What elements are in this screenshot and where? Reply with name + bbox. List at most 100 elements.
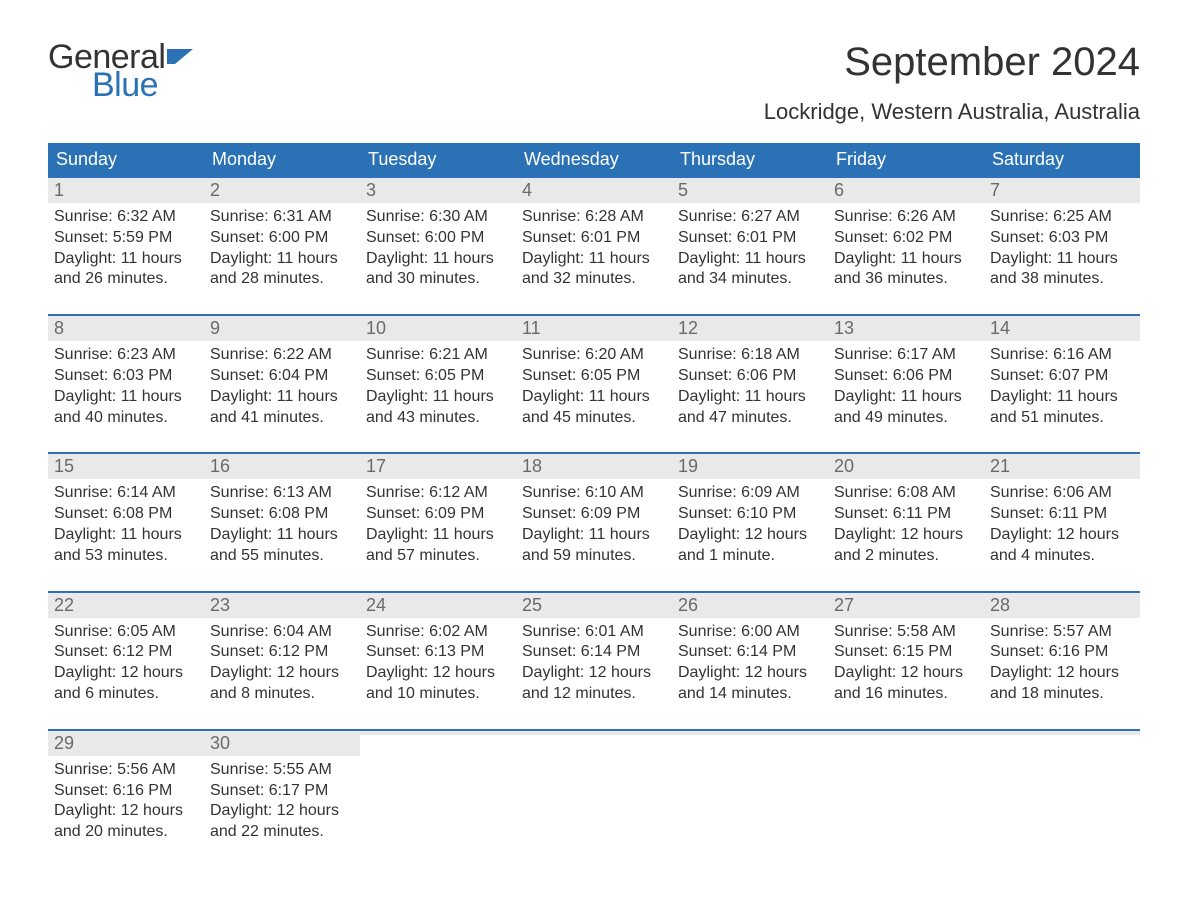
day-sunrise: Sunrise: 6:06 AM	[990, 483, 1134, 504]
day-body	[828, 735, 984, 743]
brand-logo: General Blue	[48, 40, 197, 102]
day-number: 3	[360, 178, 516, 203]
col-wednesday: Wednesday	[516, 143, 672, 178]
day-sunset: Sunset: 6:16 PM	[54, 781, 198, 802]
day-dl1: Daylight: 11 hours	[210, 387, 354, 408]
day-body: Sunrise: 6:12 AMSunset: 6:09 PMDaylight:…	[360, 479, 516, 570]
day-cell: 25Sunrise: 6:01 AMSunset: 6:14 PMDayligh…	[516, 593, 672, 709]
week-row: 29Sunrise: 5:56 AMSunset: 6:16 PMDayligh…	[48, 729, 1140, 847]
day-sunrise: Sunrise: 6:28 AM	[522, 207, 666, 228]
day-sunrise: Sunrise: 6:09 AM	[678, 483, 822, 504]
day-dl2: and 40 minutes.	[54, 408, 198, 429]
day-dl2: and 4 minutes.	[990, 546, 1134, 567]
col-sunday: Sunday	[48, 143, 204, 178]
day-number: 16	[204, 454, 360, 479]
day-number: 21	[984, 454, 1140, 479]
day-body: Sunrise: 6:02 AMSunset: 6:13 PMDaylight:…	[360, 618, 516, 709]
day-sunset: Sunset: 6:06 PM	[678, 366, 822, 387]
day-cell: 28Sunrise: 5:57 AMSunset: 6:16 PMDayligh…	[984, 593, 1140, 709]
day-dl2: and 36 minutes.	[834, 269, 978, 290]
day-dl1: Daylight: 11 hours	[522, 249, 666, 270]
day-dl2: and 41 minutes.	[210, 408, 354, 429]
day-body: Sunrise: 5:55 AMSunset: 6:17 PMDaylight:…	[204, 756, 360, 847]
day-body: Sunrise: 6:27 AMSunset: 6:01 PMDaylight:…	[672, 203, 828, 294]
day-dl1: Daylight: 12 hours	[834, 525, 978, 546]
day-cell: 16Sunrise: 6:13 AMSunset: 6:08 PMDayligh…	[204, 454, 360, 570]
day-number: 20	[828, 454, 984, 479]
day-number: 4	[516, 178, 672, 203]
day-sunset: Sunset: 6:04 PM	[210, 366, 354, 387]
day-sunrise: Sunrise: 6:00 AM	[678, 622, 822, 643]
day-dl1: Daylight: 11 hours	[366, 525, 510, 546]
day-sunrise: Sunrise: 6:14 AM	[54, 483, 198, 504]
day-body: Sunrise: 6:17 AMSunset: 6:06 PMDaylight:…	[828, 341, 984, 432]
day-body: Sunrise: 6:20 AMSunset: 6:05 PMDaylight:…	[516, 341, 672, 432]
day-body: Sunrise: 6:22 AMSunset: 6:04 PMDaylight:…	[204, 341, 360, 432]
day-sunset: Sunset: 6:07 PM	[990, 366, 1134, 387]
day-sunset: Sunset: 6:14 PM	[522, 642, 666, 663]
day-cell: 29Sunrise: 5:56 AMSunset: 6:16 PMDayligh…	[48, 731, 204, 847]
day-body: Sunrise: 6:28 AMSunset: 6:01 PMDaylight:…	[516, 203, 672, 294]
day-dl1: Daylight: 12 hours	[54, 663, 198, 684]
day-cell: 23Sunrise: 6:04 AMSunset: 6:12 PMDayligh…	[204, 593, 360, 709]
day-dl2: and 2 minutes.	[834, 546, 978, 567]
day-dl1: Daylight: 11 hours	[54, 249, 198, 270]
day-dl2: and 26 minutes.	[54, 269, 198, 290]
day-body: Sunrise: 6:06 AMSunset: 6:11 PMDaylight:…	[984, 479, 1140, 570]
day-dl2: and 1 minute.	[678, 546, 822, 567]
day-dl1: Daylight: 12 hours	[678, 525, 822, 546]
day-body: Sunrise: 6:21 AMSunset: 6:05 PMDaylight:…	[360, 341, 516, 432]
day-body: Sunrise: 6:31 AMSunset: 6:00 PMDaylight:…	[204, 203, 360, 294]
day-number: 5	[672, 178, 828, 203]
day-sunrise: Sunrise: 6:08 AM	[834, 483, 978, 504]
day-cell: 21Sunrise: 6:06 AMSunset: 6:11 PMDayligh…	[984, 454, 1140, 570]
day-dl2: and 10 minutes.	[366, 684, 510, 705]
day-body: Sunrise: 6:26 AMSunset: 6:02 PMDaylight:…	[828, 203, 984, 294]
day-dl2: and 6 minutes.	[54, 684, 198, 705]
day-body: Sunrise: 6:09 AMSunset: 6:10 PMDaylight:…	[672, 479, 828, 570]
day-number: 17	[360, 454, 516, 479]
day-sunrise: Sunrise: 6:16 AM	[990, 345, 1134, 366]
day-body: Sunrise: 6:01 AMSunset: 6:14 PMDaylight:…	[516, 618, 672, 709]
day-sunset: Sunset: 6:03 PM	[54, 366, 198, 387]
day-cell: 10Sunrise: 6:21 AMSunset: 6:05 PMDayligh…	[360, 316, 516, 432]
day-body: Sunrise: 6:23 AMSunset: 6:03 PMDaylight:…	[48, 341, 204, 432]
day-sunset: Sunset: 6:13 PM	[366, 642, 510, 663]
day-sunrise: Sunrise: 6:12 AM	[366, 483, 510, 504]
day-body: Sunrise: 6:10 AMSunset: 6:09 PMDaylight:…	[516, 479, 672, 570]
day-dl1: Daylight: 11 hours	[834, 249, 978, 270]
day-dl1: Daylight: 12 hours	[366, 663, 510, 684]
day-dl2: and 45 minutes.	[522, 408, 666, 429]
day-number: 27	[828, 593, 984, 618]
day-dl1: Daylight: 12 hours	[834, 663, 978, 684]
day-body: Sunrise: 6:25 AMSunset: 6:03 PMDaylight:…	[984, 203, 1140, 294]
calendar-header-row: Sunday Monday Tuesday Wednesday Thursday…	[48, 143, 1140, 178]
day-sunrise: Sunrise: 6:13 AM	[210, 483, 354, 504]
day-dl2: and 12 minutes.	[522, 684, 666, 705]
day-dl1: Daylight: 11 hours	[210, 249, 354, 270]
day-dl1: Daylight: 12 hours	[522, 663, 666, 684]
day-dl1: Daylight: 11 hours	[366, 249, 510, 270]
day-sunset: Sunset: 6:16 PM	[990, 642, 1134, 663]
day-dl1: Daylight: 11 hours	[54, 387, 198, 408]
title-block: September 2024 Lockridge, Western Austra…	[764, 40, 1140, 135]
day-sunrise: Sunrise: 6:30 AM	[366, 207, 510, 228]
day-sunset: Sunset: 6:00 PM	[366, 228, 510, 249]
day-number: 9	[204, 316, 360, 341]
day-dl1: Daylight: 12 hours	[210, 663, 354, 684]
day-number: 23	[204, 593, 360, 618]
calendar: Sunday Monday Tuesday Wednesday Thursday…	[48, 143, 1140, 847]
day-body: Sunrise: 6:14 AMSunset: 6:08 PMDaylight:…	[48, 479, 204, 570]
day-cell: 8Sunrise: 6:23 AMSunset: 6:03 PMDaylight…	[48, 316, 204, 432]
day-sunrise: Sunrise: 6:18 AM	[678, 345, 822, 366]
day-number: 14	[984, 316, 1140, 341]
day-number: 10	[360, 316, 516, 341]
day-sunrise: Sunrise: 6:26 AM	[834, 207, 978, 228]
day-sunrise: Sunrise: 6:27 AM	[678, 207, 822, 228]
day-dl1: Daylight: 12 hours	[990, 663, 1134, 684]
day-number: 12	[672, 316, 828, 341]
day-sunset: Sunset: 6:09 PM	[366, 504, 510, 525]
day-cell: 20Sunrise: 6:08 AMSunset: 6:11 PMDayligh…	[828, 454, 984, 570]
day-dl1: Daylight: 11 hours	[678, 387, 822, 408]
day-cell: 15Sunrise: 6:14 AMSunset: 6:08 PMDayligh…	[48, 454, 204, 570]
